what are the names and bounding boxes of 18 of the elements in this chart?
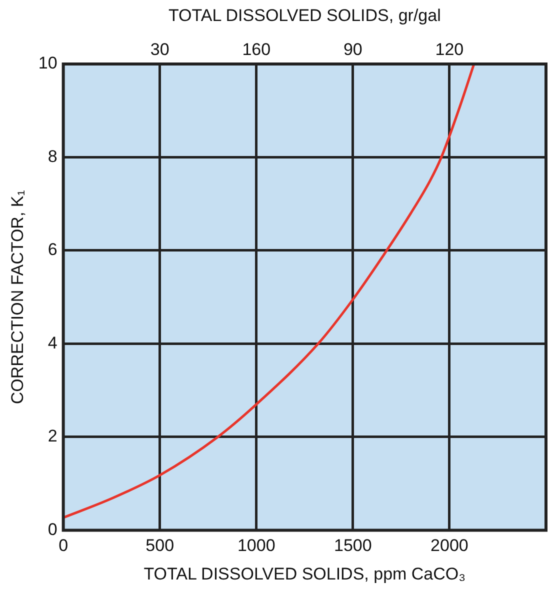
text: 120: [435, 40, 464, 60]
x-tick-label: 500: [146, 536, 174, 556]
y-tick-label: 2: [48, 426, 58, 446]
x-tick-label: 2000: [430, 536, 468, 556]
text: 90: [343, 40, 362, 60]
x-tick-label: 1000: [237, 536, 276, 556]
x-tick-label: 1500: [334, 536, 372, 556]
line-series: [63, 64, 476, 519]
y-axis-title: CORRECTION FACTOR, K₁: [8, 190, 27, 404]
text: 160: [242, 40, 271, 60]
y-tick-label: 0: [48, 520, 58, 539]
y-tick-label: 10: [38, 54, 58, 73]
y-tick-label: 8: [48, 146, 58, 166]
x-axis-title: TOTAL DISSOLVED SOLIDS, ppm CaCO₃: [144, 564, 466, 584]
x2-axis-title: TOTAL DISSOLVED SOLIDS, gr/gal: [168, 6, 441, 26]
text: 30: [150, 40, 170, 60]
y-tick-label: 4: [48, 333, 58, 352]
y-tick-label: 6: [48, 240, 58, 260]
